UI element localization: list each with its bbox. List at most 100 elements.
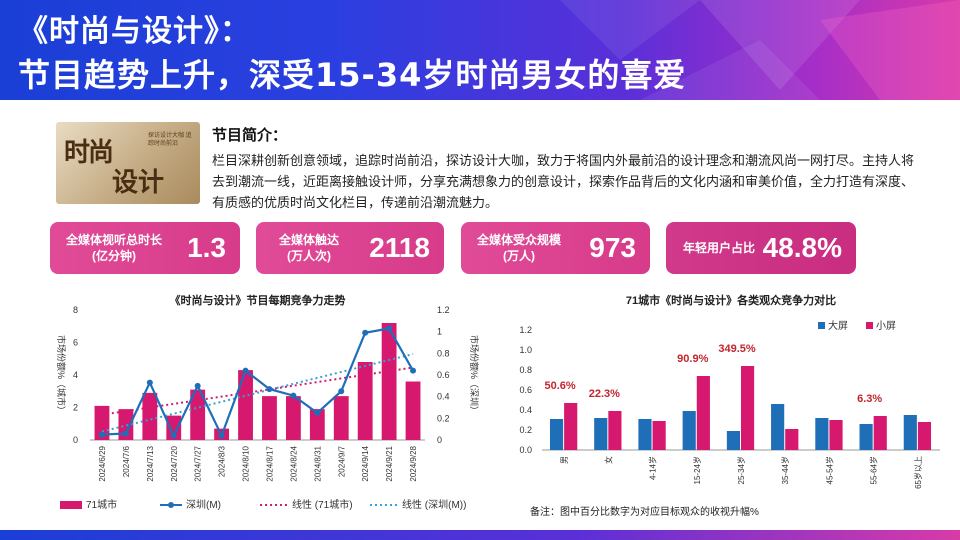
x-tick-label: 25-34岁 — [736, 456, 746, 484]
point-shenzhen — [386, 325, 393, 332]
y2-tick-label: 0 — [437, 435, 442, 445]
bar-71-cities — [381, 323, 397, 440]
legend-swatch-small-screen — [866, 322, 873, 329]
x-tick-label: 2024/9/7 — [337, 445, 346, 477]
x-tick-label: 55-64岁 — [869, 456, 879, 484]
stat-card-viewing-time: 全媒体视听总时长 (亿分钟) 1.3 — [50, 222, 240, 274]
bar-big-screen — [638, 419, 652, 450]
x-tick-label: 2024/8/24 — [289, 445, 298, 481]
y2-tick-label: 1.2 — [437, 305, 450, 315]
y-tick-label: 2 — [73, 403, 78, 413]
y-tick-label: 0.0 — [519, 445, 532, 455]
page-title-line2: 节目趋势上升，深受15-34岁时尚男女的喜爱 — [18, 56, 687, 94]
uplift-annotation: 6.3% — [857, 393, 882, 405]
y-tick-label: 1.2 — [519, 325, 532, 335]
legend-marker-shenzhen — [168, 502, 174, 508]
bar-small-screen — [608, 411, 622, 450]
point-shenzhen — [146, 379, 153, 386]
intro-heading: 节目简介： — [212, 127, 288, 144]
x-tick-label: 2024/9/21 — [385, 445, 394, 481]
bar-big-screen — [815, 418, 829, 450]
x-tick-label: 35-44岁 — [780, 456, 790, 484]
stat-card-young-share: 年轻用户占比 48.8% — [666, 222, 856, 274]
x-tick-label: 2024/8/31 — [313, 445, 322, 481]
bar-big-screen — [859, 424, 873, 450]
bar-big-screen — [549, 419, 564, 450]
x-tick-label: 2024/8/17 — [265, 445, 274, 481]
y-tick-label: 8 — [73, 305, 78, 315]
point-shenzhen — [98, 431, 105, 438]
bar-small-screen — [785, 429, 799, 450]
point-shenzhen — [218, 432, 225, 439]
point-shenzhen — [290, 392, 297, 399]
stat-label: 全媒体视听总时长 (亿分钟) — [60, 232, 168, 264]
bottom-bar — [0, 530, 960, 540]
stat-value: 2118 — [369, 232, 430, 263]
y-tick-label: 0 — [73, 435, 78, 445]
bar-71-cities — [405, 381, 421, 440]
intro-body: 栏目深耕创新创意领域，追踪时尚前沿，探访设计大咖，致力于将国内外最前沿的设计理念… — [212, 153, 915, 210]
y-tick-label: 6 — [73, 338, 78, 348]
y-tick-label: 0.6 — [519, 385, 532, 395]
bar-big-screen — [903, 415, 917, 450]
bar-small-screen — [917, 422, 932, 450]
bar-71-cities — [190, 389, 206, 440]
legend-label-big-screen: 大屏 — [828, 319, 848, 332]
stat-card-reach: 全媒体触达 (万人次) 2118 — [256, 222, 444, 274]
point-shenzhen — [410, 367, 417, 374]
point-shenzhen — [314, 409, 321, 416]
x-tick-label: 15-24岁 — [692, 456, 702, 484]
stat-label-line1: 全媒体视听总时长 — [65, 233, 162, 247]
bar-small-screen — [696, 376, 710, 450]
stat-value: 1.3 — [187, 232, 226, 263]
bar-big-screen — [682, 411, 696, 450]
stat-label-line2: (万人次) — [287, 249, 331, 263]
y2-tick-label: 1 — [437, 327, 442, 337]
point-shenzhen — [122, 430, 129, 437]
bar-small-screen — [873, 416, 887, 450]
x-tick-label: 男 — [560, 456, 569, 464]
stat-label: 全媒体受众规模 (万人) — [471, 232, 567, 264]
thumbnail-logo-main: 时尚 — [64, 138, 114, 168]
legend-label-small-screen: 小屏 — [876, 320, 896, 332]
y2-axis-label: 市场份额%（深圳） — [469, 335, 480, 415]
y-tick-label: 4 — [73, 370, 78, 380]
legend-label-shenzhen: 深圳(M) — [186, 499, 221, 511]
bar-71-cities — [333, 396, 349, 440]
stat-value: 973 — [589, 232, 636, 263]
x-tick-label: 65岁以上 — [913, 456, 923, 489]
title-banner: 《时尚与设计》： 节目趋势上升，深受15-34岁时尚男女的喜爱 — [0, 0, 960, 100]
bar-small-screen — [829, 420, 843, 450]
stat-label: 年轻用户占比 — [678, 240, 760, 256]
x-tick-label: 2024/9/14 — [361, 445, 370, 481]
y-axis-label: 市场份额%（城市） — [56, 335, 67, 415]
legend-swatch-71-cities — [60, 501, 82, 509]
bar-big-screen — [594, 418, 608, 450]
y2-tick-label: 0.2 — [437, 413, 450, 423]
y2-tick-label: 0.8 — [437, 348, 450, 358]
stat-value: 48.8% — [762, 232, 842, 263]
stat-label-line1: 全媒体受众规模 — [476, 233, 561, 247]
point-shenzhen — [338, 388, 345, 395]
uplift-annotation: 22.3% — [589, 388, 620, 400]
y-tick-label: 0.4 — [519, 405, 532, 415]
trend-chart: 《时尚与设计》节目每期竞争力走势 0 2 4 6 8 0 0.2 0.4 0.6 0.8 1 1.2 市场… — [56, 293, 480, 511]
audience-chart: 71城市《时尚与设计》各类观众竞争力对比 0.0 0.2 0.4 0.6 0.8 1.0 1.… — [519, 293, 940, 489]
line-shenzhen — [101, 327, 414, 439]
point-shenzhen — [194, 382, 201, 389]
point-shenzhen — [170, 432, 177, 439]
y-tick-label: 1.0 — [519, 345, 532, 355]
stat-label-line1: 全媒体触达 — [278, 233, 339, 247]
stat-label-line2: (万人) — [503, 249, 535, 263]
trend-shenzhen — [101, 353, 414, 433]
bar-71-cities — [142, 392, 158, 440]
thumbnail-logo-sub: 设计 — [112, 168, 165, 198]
x-tick-label: 2024/7/13 — [146, 445, 155, 481]
y2-tick-label: 0.6 — [437, 370, 450, 380]
legend-label-71-cities: 71城市 — [86, 498, 117, 511]
x-tick-label: 4-14岁 — [648, 456, 658, 480]
bar-71-cities — [285, 396, 301, 440]
chart-footnote: 备注：图中百分比数字为对应目标观众的收视升幅% — [530, 507, 759, 518]
x-tick-label: 45-54岁 — [824, 456, 834, 484]
stat-card-audience: 全媒体受众规模 (万人) 973 — [461, 222, 650, 274]
